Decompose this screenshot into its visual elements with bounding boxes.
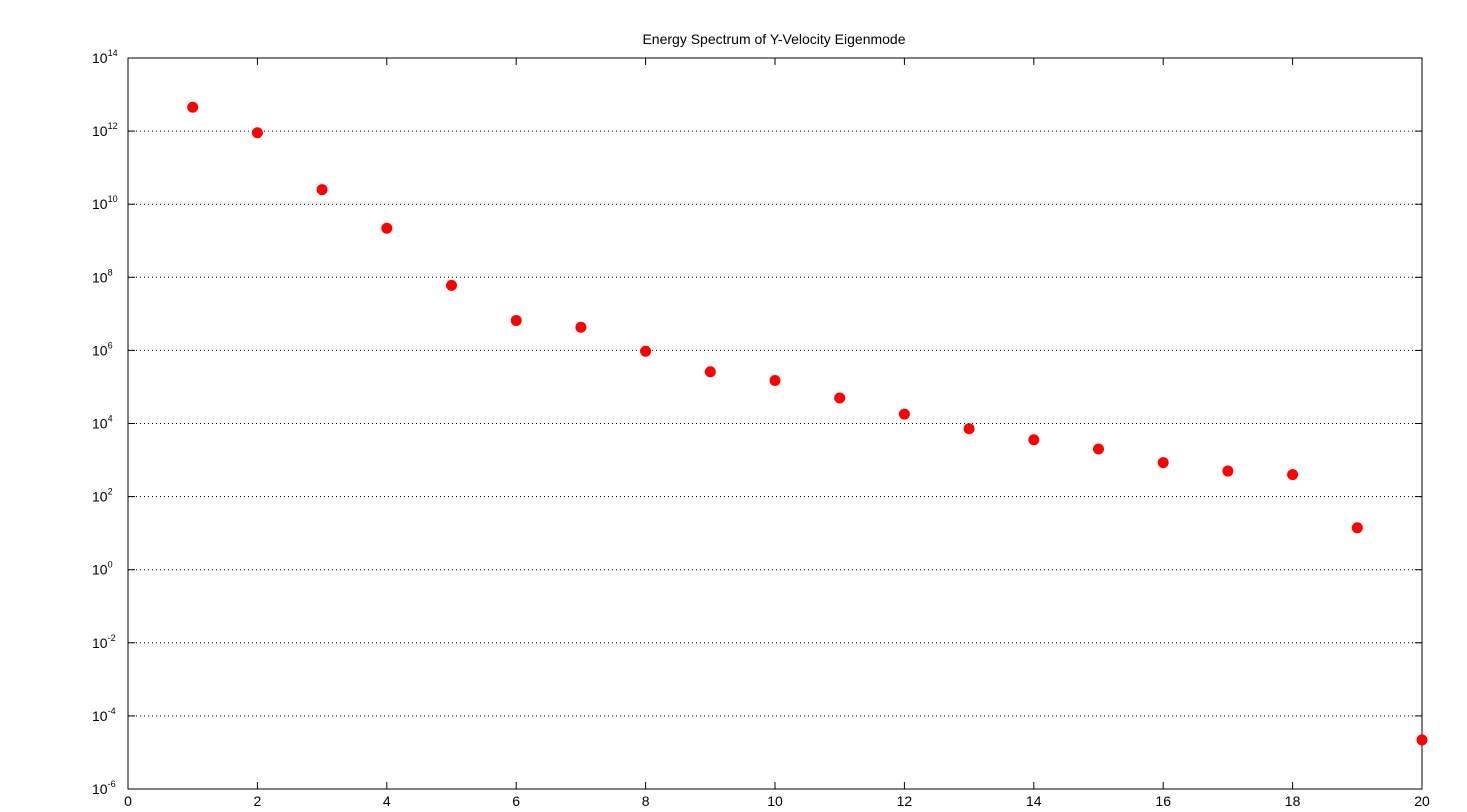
y-tick-label: 102: [92, 487, 113, 505]
data-point: [963, 423, 975, 435]
x-tick-label: 20: [1414, 793, 1430, 809]
data-point: [251, 127, 263, 139]
x-tick-label: 4: [383, 793, 391, 809]
x-tick-label: 0: [124, 793, 132, 809]
x-tick-label: 14: [1026, 793, 1042, 809]
data-point: [1028, 434, 1040, 446]
y-tick-label: 1010: [92, 194, 118, 212]
data-point: [187, 101, 199, 113]
data-point: [575, 321, 587, 333]
gridlines: [128, 130, 1422, 717]
data-point: [1157, 457, 1169, 469]
x-tick-label: 8: [642, 793, 650, 809]
data-points: [187, 101, 1428, 746]
axis-ticks: [127, 57, 1423, 790]
data-point: [510, 314, 522, 326]
x-axis-tick-labels: 0 2 4 6 8 10 12 14 16 18 20: [124, 793, 1430, 809]
data-point: [1351, 522, 1363, 534]
x-tick-label: 6: [512, 793, 520, 809]
data-point: [1416, 734, 1428, 746]
chart-title: Energy Spectrum of Y-Velocity Eigenmode: [642, 31, 905, 47]
y-tick-label: 104: [92, 414, 113, 432]
y-tick-label: 10-2: [92, 633, 116, 651]
x-tick-label: 10: [767, 793, 783, 809]
data-point: [640, 345, 652, 357]
x-tick-label: 2: [254, 793, 262, 809]
y-tick-label: 1014: [92, 48, 118, 66]
data-point: [381, 222, 393, 234]
y-tick-label: 108: [92, 267, 113, 285]
data-point: [1093, 443, 1104, 455]
data-point: [898, 408, 910, 420]
data-point: [834, 392, 846, 404]
data-point: [446, 279, 457, 291]
data-point: [316, 184, 328, 196]
x-tick-label: 18: [1285, 793, 1301, 809]
y-tick-label: 106: [92, 340, 113, 358]
data-point: [704, 366, 716, 378]
y-tick-label: 10-4: [92, 706, 116, 724]
data-point: [1287, 469, 1299, 481]
y-tick-label: 10-6: [92, 779, 116, 797]
x-tick-label: 12: [897, 793, 913, 809]
y-tick-label: 1012: [92, 121, 118, 139]
y-axis-tick-labels: 10-6 10-4 10-2 100 102 104 106 108 1010 1012 1014: [92, 48, 118, 797]
plot-frame: [127, 57, 1423, 790]
y-tick-label: 100: [92, 560, 113, 578]
x-tick-label: 16: [1155, 793, 1171, 809]
data-point: [1222, 465, 1234, 477]
data-point: [769, 375, 781, 387]
